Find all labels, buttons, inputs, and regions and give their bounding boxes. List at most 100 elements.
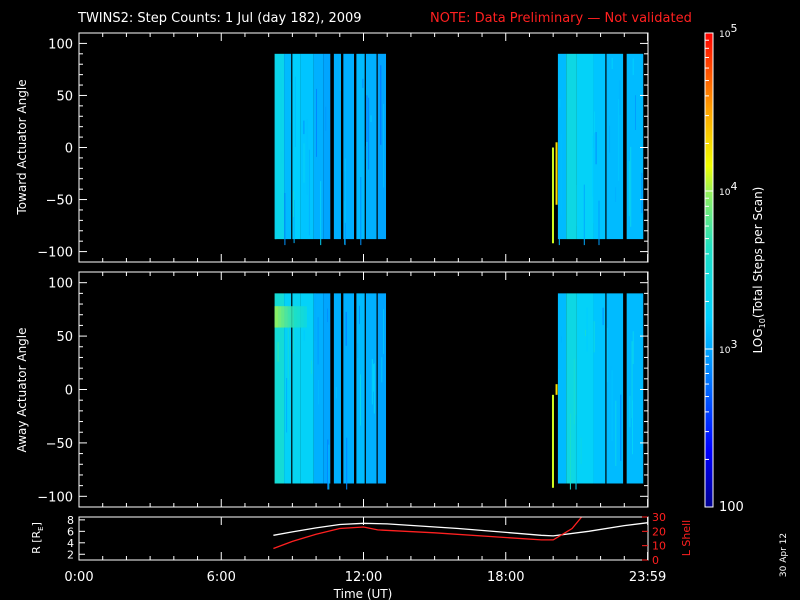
lshell-ylabel: L Shell: [680, 520, 693, 556]
toward-scan-block: [606, 53, 624, 240]
away-scan-streak: [357, 343, 359, 358]
away-scan-streak: [569, 413, 571, 435]
toward-scan-streak: [368, 97, 370, 170]
away-hotspot: [303, 306, 307, 328]
toward-scan-streak: [316, 88, 317, 157]
away-scan-streak: [585, 329, 586, 336]
away-ytick-label: 100: [48, 277, 73, 292]
toward-scan-block: [292, 53, 301, 240]
toward-scan-streak: [284, 193, 286, 246]
toward-scan-streak: [303, 143, 305, 183]
away-hotspot: [274, 306, 279, 328]
toward-scan-streak: [583, 184, 585, 246]
figure-title: TWINS2: Step Counts: 1 Jul (day 182), 20…: [77, 11, 362, 26]
away-scan-streak: [335, 387, 337, 399]
away-scan-streak: [345, 311, 347, 346]
radius-ylabel-close: ]: [30, 522, 43, 526]
toward-scan-streak: [293, 199, 295, 244]
away-scan-block: [576, 293, 594, 484]
away-scan-streak: [312, 417, 314, 476]
toward-scan-streak: [559, 98, 561, 108]
colorbar-label-log: LOG: [751, 328, 765, 353]
toward-scan-streak: [320, 181, 322, 246]
away-scan-streak: [383, 309, 384, 354]
away-scan-block: [606, 293, 624, 484]
away-scan-block: [300, 293, 314, 484]
toward-scan-streak: [575, 185, 577, 226]
toward-scan-block: [274, 53, 285, 240]
toward-ytick-label: 0: [65, 142, 73, 157]
toward-scan-streak: [279, 70, 281, 98]
toward-scan-streak: [306, 118, 308, 195]
lshell-ytick-label: 10: [652, 540, 666, 553]
toward-scan-streak: [289, 81, 291, 123]
toward-ytick-label: 50: [56, 89, 73, 104]
away-hotspot: [296, 306, 301, 328]
toward-angle-panel: 100 50 0 −50 −100 Toward Actuator Angle: [15, 32, 649, 263]
toward-scan-streak: [595, 132, 597, 165]
away-spike: [551, 394, 554, 488]
toward-scan-streak: [344, 158, 346, 223]
toward-scan-streak: [366, 95, 368, 142]
away-scan-streak: [575, 414, 577, 490]
toward-scan-block: [593, 53, 606, 240]
away-scan-streak: [558, 369, 560, 413]
away-scan-streak: [303, 330, 305, 341]
toward-scan-block: [313, 53, 324, 240]
toward-scan-block: [284, 53, 292, 240]
toward-scan-streak: [383, 103, 385, 188]
toward-scan-block: [343, 53, 355, 240]
lshell-ytick-label: 20: [652, 525, 666, 538]
toward-scan-streak: [280, 77, 282, 130]
away-hotspot: [300, 306, 304, 328]
toward-scan-streak: [308, 149, 310, 236]
away-scan-streak: [381, 357, 383, 383]
radius-line: [273, 522, 648, 537]
toward-scan-streak: [294, 76, 296, 147]
away-scan-streak: [611, 370, 613, 442]
toward-scan-streak: [632, 58, 634, 76]
colorbar-label-rest: (Total Steps per Scan): [751, 187, 765, 319]
away-scan-streak: [632, 400, 633, 455]
colorbar-gradient: [705, 33, 713, 507]
away-scan-streak: [327, 439, 329, 490]
away-scan-streak: [328, 444, 330, 490]
away-hotspot: [287, 306, 291, 328]
away-scan-streak: [293, 314, 294, 354]
away-scan-streak: [593, 321, 595, 353]
away-scan-streak: [573, 358, 575, 425]
radius-ytick-label: 6: [67, 525, 74, 538]
away-ylabel: Away Actuator Angle: [15, 327, 29, 452]
away-scan-streak: [327, 308, 328, 323]
away-scan-streak: [560, 336, 562, 343]
lshell-ytick-label: 30: [652, 511, 666, 524]
away-scan-streak: [373, 363, 375, 414]
toward-scan-streak: [380, 65, 382, 145]
away-scan-streak: [318, 380, 320, 405]
colorbar-label: LOG10(Total Steps per Scan): [751, 187, 767, 354]
away-scan-block: [365, 293, 377, 484]
away-scan-streak: [620, 394, 622, 461]
time-xtick-label: 0:00: [64, 570, 93, 585]
away-scan-streak: [360, 374, 361, 426]
toward-scan-streak: [618, 99, 620, 181]
toward-scan-streak: [592, 136, 593, 197]
radius-ylabel: R [RE]: [30, 522, 45, 554]
away-scan-streak: [359, 305, 360, 325]
toward-scan-streak: [293, 191, 294, 217]
preliminary-note: NOTE: Data Preliminary — Not validated: [430, 11, 692, 26]
away-scan-block: [626, 293, 644, 484]
away-scan-streak: [632, 331, 634, 364]
time-xlabel: Time (UT): [333, 587, 393, 600]
away-hotspot: [290, 306, 295, 328]
away-scan-streak: [346, 437, 348, 490]
away-scan-streak: [629, 395, 631, 428]
away-scan-block: [566, 293, 577, 484]
away-hotspot: [280, 306, 285, 328]
away-scan-streak: [602, 307, 604, 326]
away-ytick-label: −100: [37, 490, 73, 505]
away-scan-streak: [287, 313, 289, 381]
away-scan-block: [284, 293, 292, 484]
lshell-line: [273, 517, 583, 550]
away-scan-streak: [569, 431, 571, 490]
